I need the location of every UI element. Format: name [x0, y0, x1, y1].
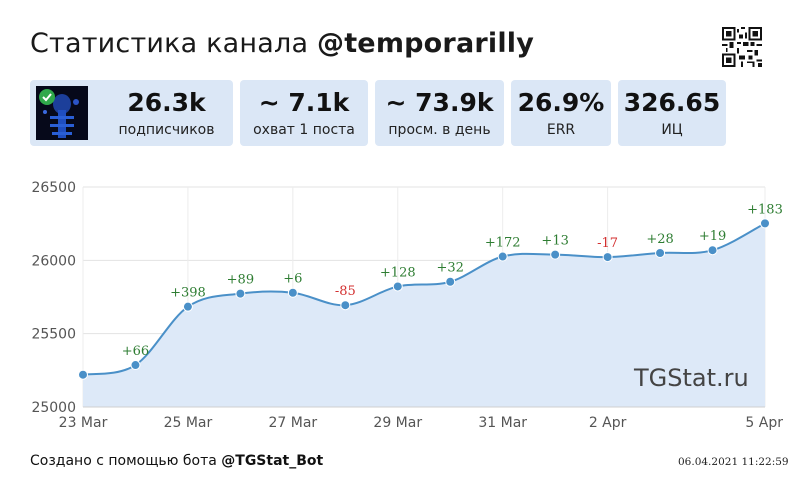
y-tick-label: 25000 [31, 400, 76, 416]
daily-views-label: просм. в день [388, 122, 491, 138]
chart-point [392, 281, 403, 292]
y-tick-label: 25500 [31, 327, 76, 343]
x-tick-label: 25 Mar [164, 415, 213, 431]
chart-point [235, 288, 246, 299]
chart-point [550, 249, 561, 260]
chart-points [78, 218, 770, 380]
err-value: 26.9% [517, 88, 605, 117]
data-label: +19 [699, 229, 726, 244]
page-title: Статистика канала @temporarilly [30, 28, 534, 59]
chart-point [340, 300, 351, 311]
qr-code-icon [722, 27, 762, 67]
subscribers-card: 26.3k подписчиков [30, 80, 233, 146]
subscribers-value: 26.3k [127, 88, 206, 117]
chart-point [602, 252, 613, 263]
subscribers-chart: +66 +398 +89 +6 -85 +128 +32 +172 +13 -17 +28 +19 +1… [31, 180, 783, 431]
chart-point [655, 248, 666, 258]
citation-index-value: 326.65 [623, 88, 721, 117]
x-tick-label: 2 Apr [589, 415, 627, 431]
chart-point [760, 218, 770, 229]
data-label: +6 [283, 272, 302, 287]
x-tick-label: 31 Mar [478, 415, 527, 431]
citation-index-card: 326.65 ИЦ [618, 80, 726, 146]
citation-index-label: ИЦ [661, 122, 683, 138]
chart-watermark: TGStat.ru [633, 364, 749, 392]
x-tick-label: 27 Mar [269, 415, 318, 431]
x-tick-label: 29 Mar [373, 415, 422, 431]
reach-value: ~ 7.1k [258, 88, 350, 117]
footer-bot-link[interactable]: @TGStat_Bot [221, 453, 324, 469]
chart-point [287, 287, 298, 298]
data-label: +13 [541, 234, 568, 249]
chart-point [707, 245, 718, 256]
data-label: +183 [747, 202, 783, 217]
chart-point [497, 251, 508, 262]
y-tick-label: 26500 [31, 180, 76, 196]
chart-axes: 25000 25500 26000 26500 23 Mar 25 Mar 27 Mar 29… [31, 180, 783, 431]
chart-area-fill [83, 223, 765, 407]
x-tick-label: 23 Mar [59, 415, 108, 431]
title-prefix: Статистика канала [30, 28, 317, 59]
channel-handle: @temporarilly [317, 28, 535, 59]
daily-views-card: ~ 73.9k просм. в день [375, 80, 504, 146]
err-card: 26.9% ERR [511, 80, 611, 146]
channel-avatar [36, 86, 88, 140]
err-label: ERR [546, 122, 576, 138]
reach-label: охват 1 поста [253, 122, 355, 138]
reach-card: ~ 7.1k охват 1 поста [240, 80, 368, 146]
chart-point [182, 301, 193, 312]
data-label: +89 [227, 273, 254, 288]
daily-views-value: ~ 73.9k [385, 88, 494, 117]
data-label: +32 [437, 261, 464, 276]
chart-point [130, 360, 141, 371]
data-label: +398 [170, 286, 206, 301]
footer-prefix: Создано с помощью бота [30, 453, 222, 469]
y-tick-label: 26000 [31, 253, 76, 269]
footer-timestamp: 06.04.2021 11:22:59 [678, 456, 789, 468]
x-tick-label: 5 Apr [745, 415, 783, 431]
footer-credit: Создано с помощью бота @TGStat_Bot [30, 453, 323, 469]
data-label: +172 [485, 236, 521, 251]
chart-data-labels: +66 +398 +89 +6 -85 +128 +32 +172 +13 -17 +28 +19 +1… [122, 202, 783, 359]
subscribers-label: подписчиков [118, 122, 215, 138]
data-label: -85 [335, 284, 356, 299]
chart-point [78, 369, 88, 380]
data-label: -17 [597, 236, 618, 251]
data-label: +128 [380, 265, 416, 280]
data-label: +66 [122, 344, 149, 359]
chart-point [445, 276, 456, 287]
data-label: +28 [646, 232, 673, 247]
